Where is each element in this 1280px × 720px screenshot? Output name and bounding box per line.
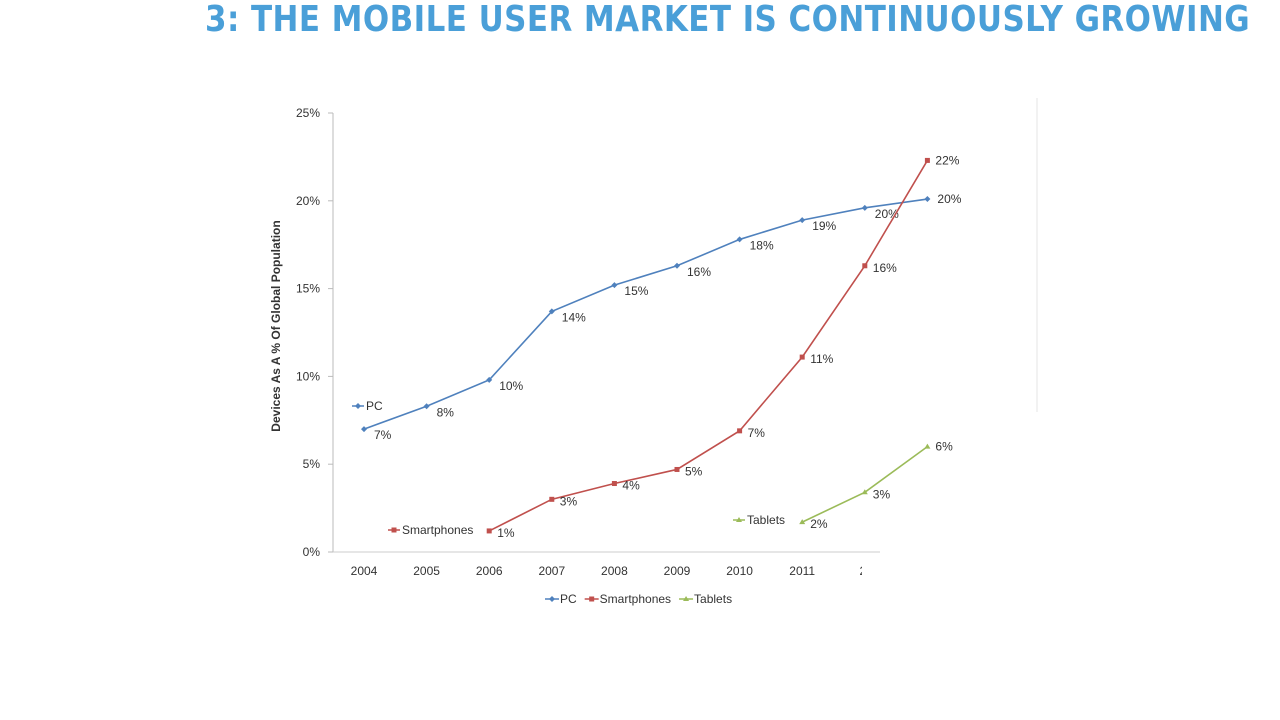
inline-series-label: Smartphones [402,523,473,537]
data-point-diamond [924,196,931,203]
data-label: 3% [873,487,891,501]
data-label: 15% [624,284,648,298]
data-point-square [737,428,743,434]
data-label: 6% [935,440,953,454]
data-label: 8% [437,405,455,419]
data-point-triangle [924,443,931,449]
data-label: 4% [622,479,640,493]
data-point-diamond [861,204,868,211]
data-label: 19% [812,219,836,233]
x-tick-label: 2009 [664,564,691,578]
data-label: 2% [810,517,828,531]
data-point-diamond [674,262,680,269]
data-label: 16% [873,261,897,275]
data-point-square [486,528,492,534]
data-point-triangle [683,596,690,601]
data-point-diamond [486,376,493,383]
x-tick-label: 2006 [476,564,503,578]
data-point-diamond [736,236,743,243]
data-point-square [611,481,617,487]
data-point-diamond [423,403,430,410]
data-point-square [589,596,595,602]
data-point-square [799,354,805,360]
x-tick-label: 2011 [789,564,815,578]
x-tick-label: 2008 [601,564,628,578]
y-tick-label: 15% [296,282,320,296]
series-line-pc [363,198,928,430]
data-label: 16% [687,265,711,279]
slide-title: 3: THE MOBILE USER MARKET IS CONTINUOUSL… [205,0,1251,40]
series-line-smartphones [488,160,929,532]
data-label: 22% [935,153,959,167]
x-tick-label: 2005 [413,564,440,578]
data-point-diamond [549,596,555,602]
data-label: 3% [560,494,578,508]
data-point-diamond [548,308,555,315]
data-point-diamond [361,426,367,433]
legend-label-pc: PC [560,592,577,606]
data-point-diamond [355,403,361,409]
legend-label-smartphones: Smartphones [600,592,671,606]
data-label: 14% [562,310,586,324]
data-label: 7% [374,428,392,442]
inline-series-label: PC [366,399,383,413]
data-point-triangle [799,519,806,525]
data-point-square [674,466,680,472]
legend-label-tablets: Tablets [694,592,732,606]
data-label: 18% [750,238,774,252]
x-tick-label: 2010 [726,564,753,578]
data-point-square [549,496,555,502]
y-axis-label: Devices As A % Of Global Population [269,220,283,431]
overlay-mask [862,555,922,585]
data-point-square [862,263,868,269]
data-point-diamond [799,217,806,224]
data-point-square [391,527,397,533]
data-label: 5% [685,464,703,478]
y-tick-label: 10% [296,369,320,383]
series-line-tablets [801,445,928,523]
x-tick-label: 2004 [351,564,378,578]
inline-series-label: Tablets [747,513,785,527]
x-tick-label: 2007 [538,564,565,578]
data-label: 7% [748,426,766,440]
data-point-diamond [611,282,618,289]
data-label: 1% [497,526,515,540]
y-tick-label: 25% [296,106,320,120]
y-tick-label: 0% [303,545,321,559]
data-label: 11% [810,352,833,366]
data-label: 10% [499,379,523,393]
data-point-square [924,157,930,163]
data-point-triangle [861,489,868,495]
data-point-triangle [736,517,742,522]
y-tick-label: 5% [303,457,321,471]
data-label: 20% [937,192,961,206]
y-tick-label: 20% [296,194,320,208]
